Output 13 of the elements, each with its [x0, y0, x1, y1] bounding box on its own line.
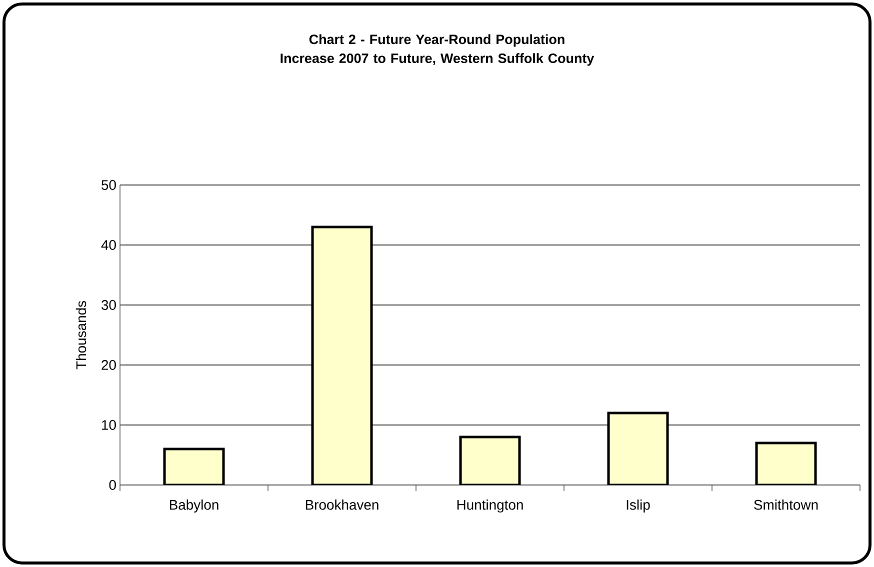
x-tick-label: Islip — [626, 500, 650, 513]
x-tick-label: Brookhaven — [306, 500, 378, 510]
y-tick-label: 40 — [101, 240, 116, 250]
y-tick-label: 0 — [109, 480, 116, 490]
y-tick-label: 30 — [101, 300, 116, 310]
y-tick-label: 50 — [102, 180, 116, 190]
x-tick-label: Huntington — [457, 500, 523, 513]
x-tick-label: Smithtown — [754, 500, 818, 510]
chart-title: Chart 2 - Future Year-Round Population Increase 2007 to Future, Western Suffolk County — [280, 34, 594, 66]
x-tick-label: Babylon — [170, 500, 218, 513]
y-tick-label: 10 — [102, 420, 116, 430]
y-axis-title: Thousands — [76, 301, 86, 370]
y-tick-label: 20 — [102, 360, 116, 370]
